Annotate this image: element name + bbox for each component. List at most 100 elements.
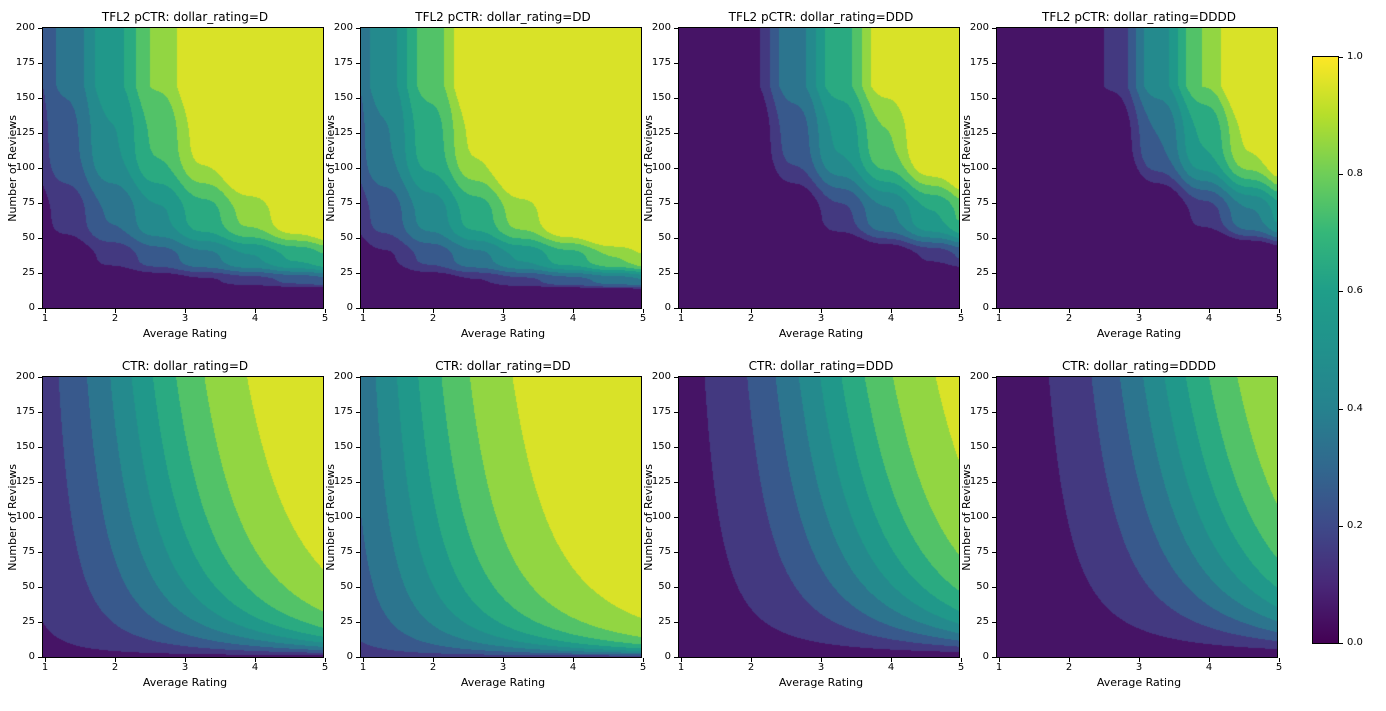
colorbar-tick-label: 0.2 [1347, 519, 1363, 531]
plot-body: Number of Reviews 0 25 50 75 100 125 150 175 200 [642, 372, 960, 662]
contour-canvas [361, 377, 641, 657]
x-tick-label: 1 [41, 662, 49, 673]
y-tick-label: 25 [658, 267, 671, 278]
y-tick-label: 75 [22, 197, 35, 208]
y-tick-mark [992, 63, 996, 64]
y-tick-mark [38, 168, 42, 169]
x-tick-mark [1069, 309, 1070, 313]
y-tick-labels: 0 25 50 75 100 125 150 175 200 [15, 372, 42, 662]
y-tick-mark [356, 63, 360, 64]
x-tick-mark [643, 658, 644, 662]
y-tick-label: 75 [658, 546, 671, 557]
y-tick-label: 150 [969, 441, 989, 452]
x-tick-label: 2 [111, 313, 119, 324]
x-tick-mark [999, 658, 1000, 662]
y-tick-label: 50 [658, 232, 671, 243]
contour-canvas [997, 28, 1277, 308]
y-tick-mark [38, 98, 42, 99]
x-tick-label: 4 [887, 662, 895, 673]
y-tick-label: 100 [969, 511, 989, 522]
y-tick-labels: 0 25 50 75 100 125 150 175 200 [334, 23, 360, 313]
y-tick-mark [356, 168, 360, 169]
y-tick-label: 0 [346, 651, 353, 662]
y-tick-label: 200 [15, 22, 35, 33]
colorbar-tick-mark [1339, 643, 1343, 644]
x-tick-mark [1209, 309, 1210, 313]
y-tick-mark [674, 28, 678, 29]
y-tick-mark [992, 28, 996, 29]
x-tick-label: 3 [817, 662, 825, 673]
x-tick-mark [751, 309, 752, 313]
y-tick-label: 175 [969, 57, 989, 68]
x-tick-mark [1139, 309, 1140, 313]
x-axis-label: Average Rating [778, 676, 864, 689]
plot-body: Number of Reviews 0 25 50 75 100 125 150 175 200 [6, 372, 324, 662]
plot-area [360, 376, 642, 658]
y-tick-label: 25 [658, 616, 671, 627]
y-tick-mark [674, 622, 678, 623]
y-tick-mark [38, 622, 42, 623]
colorbar-tick-label: 0.4 [1347, 402, 1363, 414]
x-tick-mark [1279, 658, 1280, 662]
y-tick-mark [356, 552, 360, 553]
x-tick-labels: 1 2 3 4 5 [996, 658, 1282, 675]
x-tick-mark [363, 309, 364, 313]
y-tick-mark [674, 517, 678, 518]
y-tick-mark [38, 238, 42, 239]
x-tick-mark [325, 658, 326, 662]
x-tick-label: 2 [747, 313, 755, 324]
y-tick-mark [38, 133, 42, 134]
y-tick-label: 75 [340, 546, 353, 557]
x-tick-label: 3 [1135, 313, 1143, 324]
plot-title: CTR: dollar_rating=DDD [748, 359, 894, 373]
x-tick-label: 5 [957, 662, 965, 673]
x-tick-labels: 1 2 3 4 5 [678, 309, 964, 326]
contour-canvas [361, 28, 641, 308]
x-axis-label: Average Rating [778, 327, 864, 340]
y-tick-label: 200 [333, 22, 353, 33]
colorbar-tick-mark [1339, 408, 1343, 410]
y-tick-mark [38, 412, 42, 413]
x-tick-label: 2 [111, 662, 119, 673]
x-tick-mark [821, 658, 822, 662]
x-tick-mark [1279, 309, 1280, 313]
x-tick-label: 4 [569, 313, 577, 324]
plot-area [42, 27, 324, 309]
x-tick-label: 1 [995, 313, 1003, 324]
y-tick-label: 125 [333, 476, 353, 487]
x-tick-mark [115, 309, 116, 313]
y-tick-label: 50 [976, 581, 989, 592]
y-tick-mark [38, 657, 42, 658]
y-tick-mark [356, 273, 360, 274]
y-tick-label: 175 [969, 406, 989, 417]
x-tick-label: 4 [1205, 662, 1213, 673]
x-axis-label: Average Rating [460, 327, 546, 340]
y-tick-mark [674, 412, 678, 413]
colorbar-tick-label: 0.0 [1347, 637, 1363, 648]
plot-title: TFL2 pCTR: dollar_rating=D [101, 10, 269, 24]
y-tick-label: 175 [651, 406, 671, 417]
x-tick-mark [45, 658, 46, 662]
y-tick-mark [992, 447, 996, 448]
x-tick-label: 3 [181, 662, 189, 673]
colorbar-tick-label: 1.0 [1347, 51, 1363, 62]
plot-area [360, 27, 642, 309]
subplot-2: TFL2 pCTR: dollar_rating=DDD Number of Re… [642, 8, 964, 357]
y-tick-label: 200 [969, 22, 989, 33]
y-tick-label: 200 [15, 371, 35, 382]
y-tick-mark [992, 587, 996, 588]
y-tick-mark [992, 168, 996, 169]
y-tick-label: 150 [651, 441, 671, 452]
y-tick-label: 50 [340, 232, 353, 243]
x-tick-mark [961, 658, 962, 662]
x-tick-mark [115, 658, 116, 662]
y-tick-label: 0 [982, 651, 989, 662]
x-tick-label: 4 [887, 313, 895, 324]
colorbar-tick-mark [1339, 525, 1343, 527]
subplot-7: CTR: dollar_rating=DDDD Number of Reviews… [960, 357, 1282, 706]
y-tick-mark [992, 203, 996, 204]
x-tick-mark [255, 658, 256, 662]
plot-title: CTR: dollar_rating=D [121, 359, 249, 373]
y-tick-label: 150 [15, 441, 35, 452]
